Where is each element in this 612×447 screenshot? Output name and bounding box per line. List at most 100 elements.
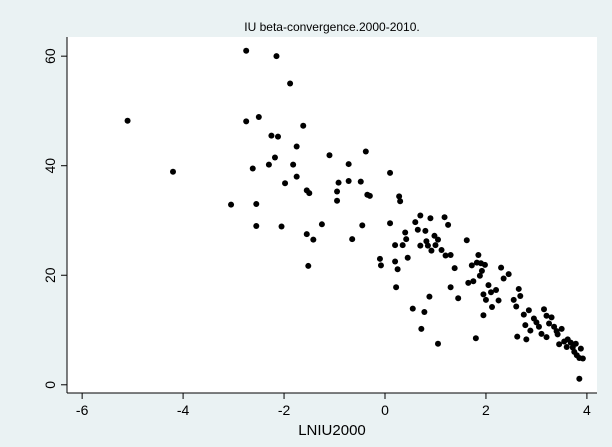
data-point xyxy=(428,247,435,254)
y-tick-label: 60 xyxy=(42,48,58,64)
data-point xyxy=(293,173,300,180)
data-point xyxy=(475,251,482,258)
data-point xyxy=(498,264,505,271)
chart-title: IU beta-convergence.2000-2010. xyxy=(244,20,419,34)
data-point xyxy=(399,242,406,249)
data-point xyxy=(345,178,352,185)
data-point xyxy=(432,242,439,249)
data-point xyxy=(282,180,289,187)
data-point xyxy=(515,285,522,292)
data-point xyxy=(451,265,458,272)
data-point xyxy=(541,306,547,313)
data-point xyxy=(417,242,424,249)
data-point xyxy=(418,325,425,332)
data-point xyxy=(357,178,364,185)
data-points xyxy=(124,47,586,382)
data-point xyxy=(334,197,341,204)
data-point xyxy=(300,122,307,129)
x-axis-label: LNIU2000 xyxy=(298,422,366,439)
data-point xyxy=(558,325,565,332)
data-point xyxy=(392,242,399,249)
data-point xyxy=(533,319,540,326)
data-point xyxy=(271,154,278,161)
data-point xyxy=(481,261,488,268)
data-point xyxy=(243,118,250,125)
data-point xyxy=(326,152,333,159)
data-point xyxy=(445,221,452,228)
data-point xyxy=(480,291,487,298)
data-point xyxy=(505,271,512,278)
data-point xyxy=(488,289,494,296)
data-point xyxy=(394,266,401,273)
data-point xyxy=(421,308,428,315)
data-point xyxy=(470,278,477,285)
data-point xyxy=(447,284,454,291)
data-point xyxy=(576,375,583,382)
x-tick-label: 0 xyxy=(381,402,389,418)
data-point xyxy=(556,341,563,348)
data-point xyxy=(349,236,356,243)
data-point xyxy=(441,214,448,221)
data-point xyxy=(417,212,424,219)
data-point xyxy=(334,188,341,195)
data-point xyxy=(447,251,454,258)
data-point xyxy=(435,340,441,347)
data-point xyxy=(305,262,312,269)
data-point xyxy=(362,148,369,155)
data-point xyxy=(463,237,470,244)
data-point xyxy=(424,242,431,249)
data-point xyxy=(510,296,517,303)
data-point xyxy=(485,282,492,289)
data-point xyxy=(435,236,441,243)
data-point xyxy=(403,236,410,243)
data-point xyxy=(548,314,555,321)
data-point xyxy=(335,179,342,186)
data-point xyxy=(265,161,272,168)
data-point xyxy=(522,322,529,329)
y-tick-label: 40 xyxy=(42,158,58,174)
data-point xyxy=(228,201,235,208)
data-point xyxy=(268,132,275,139)
data-point xyxy=(253,201,260,208)
data-point xyxy=(376,255,383,262)
data-point xyxy=(455,295,462,302)
x-tick-label: 2 xyxy=(482,402,490,418)
data-point xyxy=(426,293,433,300)
data-point xyxy=(303,231,310,238)
data-point xyxy=(480,312,487,319)
data-point xyxy=(472,335,479,342)
data-point xyxy=(278,223,285,230)
data-point xyxy=(567,339,574,346)
data-point xyxy=(290,161,297,168)
data-point xyxy=(404,254,411,261)
data-point xyxy=(577,345,584,352)
x-tick-label: -4 xyxy=(177,402,190,418)
data-point xyxy=(393,284,400,291)
data-point xyxy=(442,252,449,259)
data-point xyxy=(535,323,542,330)
y-tick-label: 0 xyxy=(42,381,58,389)
data-point xyxy=(513,303,520,310)
data-point xyxy=(274,133,281,140)
data-point xyxy=(387,169,394,176)
data-point xyxy=(345,161,352,168)
data-point xyxy=(579,355,586,362)
data-point xyxy=(392,258,399,265)
data-point xyxy=(412,219,419,226)
data-point xyxy=(306,190,313,197)
data-point xyxy=(468,262,475,269)
data-point xyxy=(427,215,434,222)
data-point xyxy=(170,168,176,175)
x-tick-label: -6 xyxy=(76,402,89,418)
data-point xyxy=(482,296,489,303)
data-point xyxy=(359,222,366,229)
data-point xyxy=(527,327,534,334)
data-point xyxy=(287,80,294,87)
data-point xyxy=(525,307,532,314)
data-point xyxy=(414,226,421,233)
data-point xyxy=(409,305,416,312)
data-point xyxy=(554,331,561,338)
data-point xyxy=(465,279,472,286)
